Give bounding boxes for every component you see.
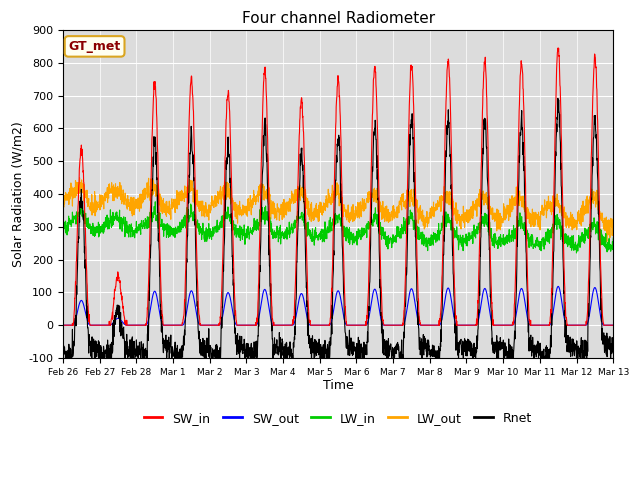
SW_out bbox=[59, 322, 67, 328]
SW_out bbox=[638, 322, 640, 328]
SW_out bbox=[554, 284, 562, 289]
SW_out bbox=[392, 322, 399, 328]
SW_in bbox=[59, 322, 67, 328]
SW_in bbox=[567, 322, 575, 328]
Rnet bbox=[554, 96, 562, 101]
SW_in bbox=[638, 322, 640, 328]
Y-axis label: Solar Radiation (W/m2): Solar Radiation (W/m2) bbox=[11, 121, 24, 267]
LW_out bbox=[392, 211, 400, 217]
LW_out bbox=[59, 195, 67, 201]
LW_out bbox=[638, 228, 640, 234]
SW_in bbox=[244, 322, 252, 328]
Rnet bbox=[567, 343, 575, 349]
LW_out bbox=[118, 192, 125, 198]
Rnet bbox=[59, 352, 67, 358]
SW_in bbox=[554, 45, 562, 51]
SW_out bbox=[533, 322, 541, 328]
LW_out bbox=[76, 175, 83, 180]
X-axis label: Time: Time bbox=[323, 380, 353, 393]
Legend: SW_in, SW_out, LW_in, LW_out, Rnet: SW_in, SW_out, LW_in, LW_out, Rnet bbox=[139, 407, 538, 430]
Line: SW_out: SW_out bbox=[63, 287, 640, 325]
SW_in bbox=[392, 322, 399, 328]
LW_out bbox=[603, 239, 611, 244]
Line: Rnet: Rnet bbox=[63, 98, 640, 370]
LW_in bbox=[152, 199, 159, 204]
Rnet bbox=[118, 320, 125, 326]
Line: LW_out: LW_out bbox=[63, 178, 640, 241]
Rnet bbox=[244, 347, 252, 353]
SW_in bbox=[533, 322, 541, 328]
Line: SW_in: SW_in bbox=[63, 48, 640, 325]
SW_out bbox=[244, 322, 252, 328]
LW_in bbox=[567, 241, 575, 247]
LW_in bbox=[244, 230, 252, 236]
LW_in bbox=[59, 225, 67, 230]
LW_in bbox=[392, 240, 400, 245]
Rnet bbox=[533, 341, 541, 347]
Rnet bbox=[392, 346, 399, 351]
SW_out bbox=[118, 318, 125, 324]
LW_out bbox=[534, 212, 541, 217]
Rnet bbox=[541, 367, 548, 373]
SW_out bbox=[567, 322, 575, 328]
LW_out bbox=[567, 209, 575, 215]
LW_in bbox=[638, 237, 640, 243]
LW_in bbox=[118, 220, 125, 226]
Title: Four channel Radiometer: Four channel Radiometer bbox=[241, 11, 435, 26]
Text: GT_met: GT_met bbox=[68, 40, 121, 53]
LW_in bbox=[534, 238, 541, 244]
LW_out bbox=[244, 196, 252, 202]
Rnet bbox=[638, 336, 640, 342]
SW_in bbox=[118, 297, 125, 302]
Line: LW_in: LW_in bbox=[63, 202, 640, 258]
